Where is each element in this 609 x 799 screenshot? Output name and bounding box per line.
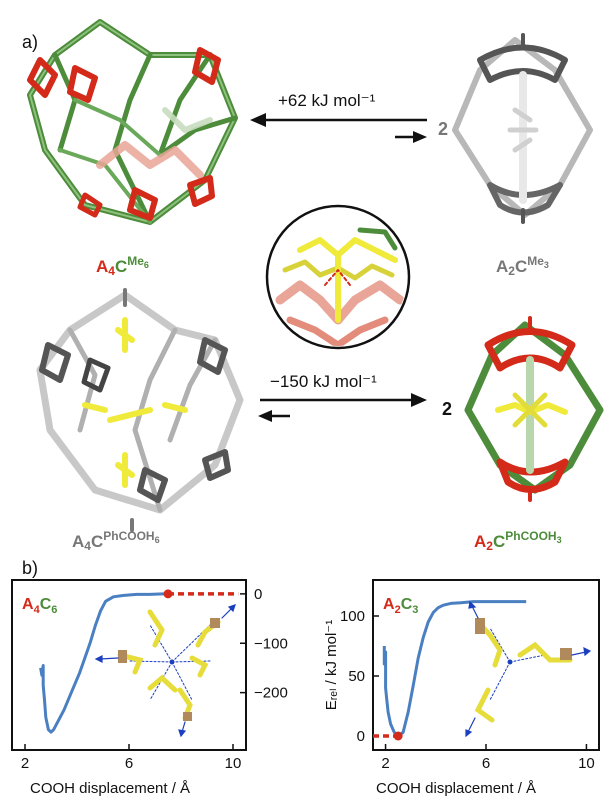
- c2-xtick-label: 6: [482, 755, 490, 772]
- chart-a4c6-tag: A4C6: [22, 596, 57, 616]
- stoichiometric-coefficient-bottom: 2: [442, 399, 452, 419]
- c1-xtick-label: 6: [125, 755, 133, 772]
- label-a2c-phcooh3: A2CPhCOOH3: [474, 529, 562, 553]
- c1-xtick-label: 10: [225, 755, 242, 772]
- chart-a4c6-energy-curve: [39, 592, 168, 734]
- chart-a4c6-inset-molecule: [94, 604, 236, 738]
- c1-ytick-label: −100: [254, 635, 288, 652]
- cage-a2c-phcooh3-illustration: [464, 316, 604, 502]
- chart-a2c3-tag: A2C3: [383, 596, 418, 616]
- chart-a2c3-reference-point: [393, 731, 403, 741]
- chart-a2c3-inset-molecule: [465, 600, 592, 738]
- c2-ytick-label: 100: [340, 608, 365, 625]
- c2-xtick-label: 2: [381, 755, 389, 772]
- cage-a4c-phcooh6-illustration: [36, 288, 244, 532]
- chart-a4c6-xlabel: COOH displacement / Å: [30, 780, 190, 797]
- label-a4c-me6: A4CMe6: [96, 254, 149, 278]
- label-a4c-phcooh6: A4CPhCOOH6: [72, 529, 160, 553]
- cage-a4c-me6-illustration: [27, 19, 238, 225]
- equilibrium-arrows-top: [250, 113, 427, 143]
- chart-a2c3-energy-curve: [382, 600, 527, 738]
- stoichiometric-coefficient-top: 2: [438, 119, 448, 139]
- shared-ylabel: Eᵣₑₗ / kJ mol⁻¹: [323, 620, 340, 710]
- chart-a4c6-reference-point: [163, 589, 173, 599]
- panel-b-letter: b): [22, 558, 38, 578]
- c1-xtick-label: 2: [21, 755, 29, 772]
- reaction-energy-top: +62 kJ mol⁻¹: [278, 91, 376, 110]
- label-a2c-me3: A2CMe3: [496, 254, 549, 278]
- c2-ytick-label: 0: [357, 728, 365, 745]
- c1-ytick-label: −200: [254, 685, 288, 702]
- panel-a-letter: a): [22, 32, 38, 52]
- cage-a2c-me3-illustration: [452, 33, 593, 224]
- chart-a4c6: 2 6 10 0 −100 −200 A4C6: [11, 579, 288, 797]
- c2-xtick-label: 10: [578, 755, 595, 772]
- equilibrium-arrows-bottom: [258, 393, 427, 422]
- chart-a2c3-xlabel: COOH displacement / Å: [376, 780, 536, 797]
- c2-ytick-label: 50: [348, 668, 365, 685]
- reaction-energy-bottom: −150 kJ mol⁻¹: [270, 372, 377, 391]
- hydrogen-bond-inset: [265, 204, 411, 350]
- c1-ytick-label: 0: [254, 586, 262, 603]
